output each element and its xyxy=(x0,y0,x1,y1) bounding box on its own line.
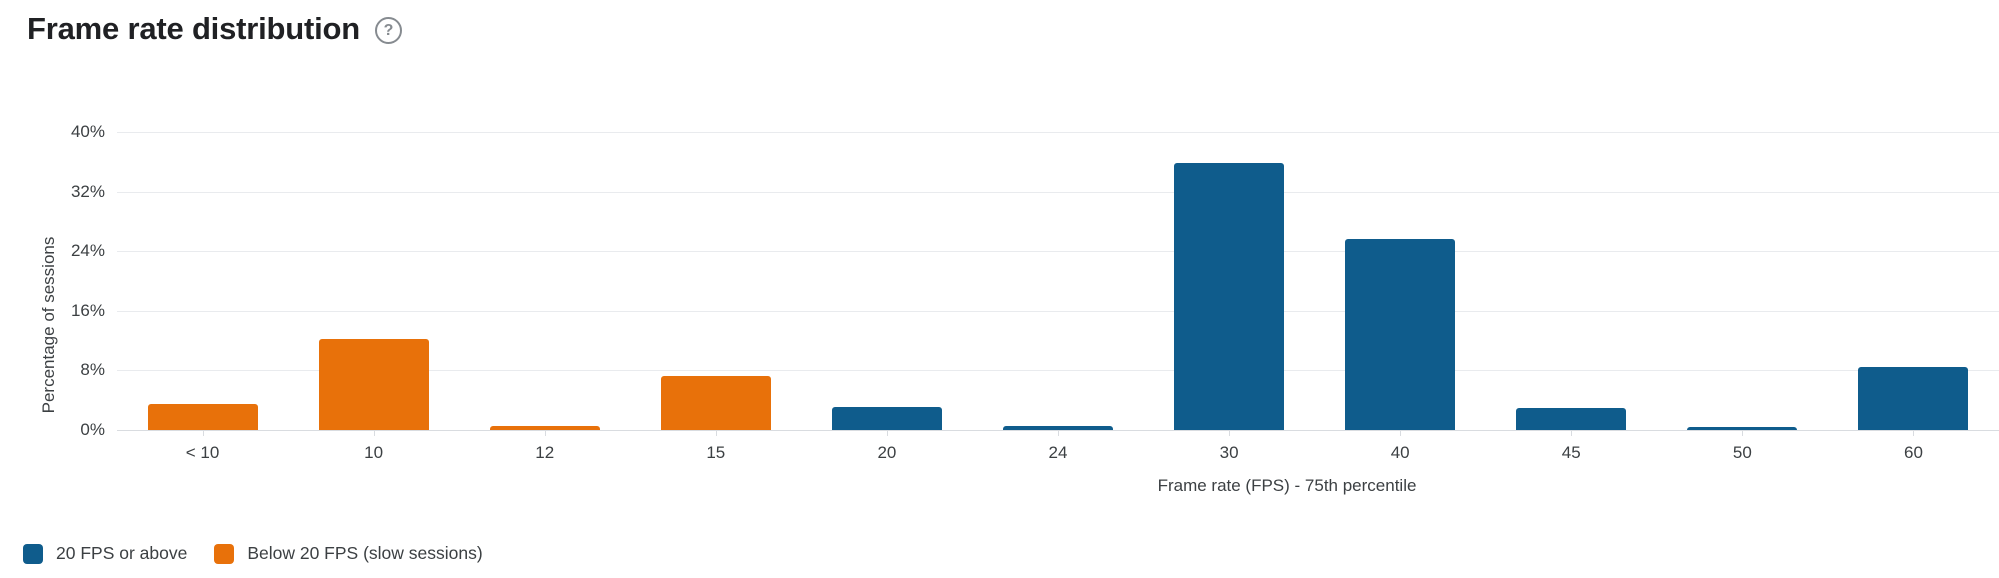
gridline-32 xyxy=(117,191,1999,193)
page-title: Frame rate distribution xyxy=(27,11,361,46)
bar-50[interactable] xyxy=(1687,427,1798,430)
xtick-mark-3 xyxy=(715,431,717,436)
xtick-mark-7 xyxy=(1400,431,1402,436)
xtick-label-8: 45 xyxy=(1561,443,1581,462)
bar-10[interactable] xyxy=(318,339,429,430)
x-axis-title: Frame rate (FPS) - 75th percentile xyxy=(1157,476,1417,495)
bar-45[interactable] xyxy=(1516,408,1627,430)
xtick-label-2: 12 xyxy=(535,443,555,462)
xtick-mark-1 xyxy=(373,431,375,436)
legend: 20 FPS or above Below 20 FPS (slow sessio… xyxy=(23,543,483,564)
help-icon[interactable]: ? xyxy=(375,17,403,44)
ytick-label-0: 0% xyxy=(80,420,105,439)
ytick-label-40: 40% xyxy=(70,122,105,141)
xtick-label-0: < 10 xyxy=(185,443,220,462)
xtick-mark-4 xyxy=(886,431,888,436)
bar-60[interactable] xyxy=(1858,367,1969,430)
bar-<10[interactable] xyxy=(147,403,258,430)
xtick-mark-9 xyxy=(1742,431,1744,436)
xtick-mark-8 xyxy=(1571,431,1573,436)
legend-item-1: Below 20 FPS (slow sessions) xyxy=(214,543,483,564)
xtick-mark-0 xyxy=(202,431,204,436)
bar-30[interactable] xyxy=(1174,163,1285,430)
xtick-label-7: 40 xyxy=(1390,443,1410,462)
plot-area xyxy=(117,132,1999,431)
y-axis-title: Percentage of sessions xyxy=(39,236,58,414)
gridline-24 xyxy=(117,251,1999,253)
bar-20[interactable] xyxy=(831,406,942,430)
xtick-label-3: 15 xyxy=(706,443,726,462)
xtick-label-10: 60 xyxy=(1903,443,1923,462)
legend-item-0: 20 FPS or above xyxy=(23,543,187,564)
xtick-mark-2 xyxy=(544,431,546,436)
xtick-mark-6 xyxy=(1229,431,1231,436)
xtick-label-5: 24 xyxy=(1048,443,1068,462)
gridline-40 xyxy=(117,132,1999,133)
legend-swatch-icon xyxy=(214,543,235,564)
xtick-label-4: 20 xyxy=(877,443,897,462)
bar-15[interactable] xyxy=(660,375,771,430)
bar-40[interactable] xyxy=(1345,239,1456,430)
gridline-8 xyxy=(117,370,1999,372)
xtick-mark-10 xyxy=(1913,431,1915,436)
xtick-label-9: 50 xyxy=(1732,443,1752,462)
ytick-label-24: 24% xyxy=(70,241,105,261)
gridline-16 xyxy=(117,310,1999,312)
legend-label: Below 20 FPS (slow sessions) xyxy=(247,543,483,563)
bar-12[interactable] xyxy=(489,426,600,430)
legend-swatch-icon xyxy=(23,543,43,564)
xtick-mark-5 xyxy=(1058,431,1059,436)
ytick-label-16: 16% xyxy=(70,300,105,320)
gridline-0 xyxy=(117,430,1999,431)
chart-header: Frame rate distribution ? xyxy=(27,11,403,47)
bar-24[interactable] xyxy=(1003,426,1113,430)
legend-label: 20 FPS or above xyxy=(56,543,188,563)
xtick-label-1: 10 xyxy=(364,443,384,462)
ytick-label-8: 8% xyxy=(80,360,105,380)
ytick-label-32: 32% xyxy=(70,181,105,201)
xtick-label-6: 30 xyxy=(1219,443,1239,462)
